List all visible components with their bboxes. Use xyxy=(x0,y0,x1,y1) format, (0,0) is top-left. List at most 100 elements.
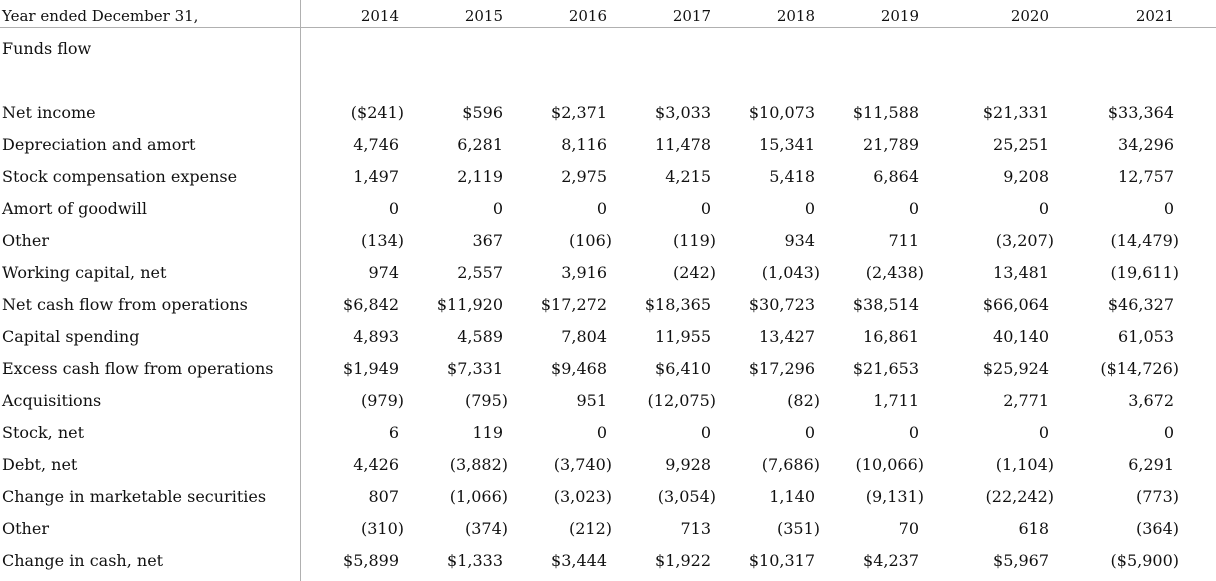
table-cell: (19,611) xyxy=(1110,263,1179,282)
table-cell: 13,427 xyxy=(759,327,815,346)
year-header: 2019 xyxy=(880,7,919,25)
table-cell: (310) xyxy=(360,519,404,538)
table-cell: (82) xyxy=(787,391,820,410)
table-cell: (10,066) xyxy=(855,455,924,474)
table-cell: 618 xyxy=(1018,519,1049,538)
table-cell: 70 xyxy=(898,519,919,538)
table-cell: 0 xyxy=(388,199,399,218)
table-cell: 6,281 xyxy=(457,135,503,154)
year-header: 2021 xyxy=(1135,7,1174,25)
table-cell: (3,023) xyxy=(553,487,612,506)
table-cell: (9,131) xyxy=(865,487,924,506)
table-cell: $1,333 xyxy=(447,551,503,570)
table-cell: 61,053 xyxy=(1118,327,1174,346)
table-cell: 2,975 xyxy=(561,167,607,186)
row-label: Amort of goodwill xyxy=(2,199,147,218)
row-label: Change in cash, net xyxy=(2,551,164,570)
table-cell: 11,955 xyxy=(655,327,711,346)
table-cell: ($14,726) xyxy=(1100,359,1179,378)
table-cell: 0 xyxy=(596,199,607,218)
table-cell: $3,444 xyxy=(551,551,607,570)
year-header: 2014 xyxy=(360,7,399,25)
table-cell: (3,882) xyxy=(449,455,508,474)
header-divider xyxy=(0,27,1216,28)
year-header: 2015 xyxy=(464,7,503,25)
table-cell: 0 xyxy=(596,423,607,442)
table-cell: 951 xyxy=(576,391,607,410)
table-cell: 1,140 xyxy=(769,487,815,506)
table-cell: 4,215 xyxy=(665,167,711,186)
table-cell: $38,514 xyxy=(852,295,919,314)
table-cell: (374) xyxy=(464,519,508,538)
table-cell: 9,928 xyxy=(665,455,711,474)
table-cell: $17,296 xyxy=(748,359,815,378)
table-cell: (351) xyxy=(776,519,820,538)
table-cell: (3,207) xyxy=(995,231,1054,250)
table-cell: 3,672 xyxy=(1128,391,1174,410)
table-cell: $10,317 xyxy=(748,551,815,570)
table-cell: (795) xyxy=(464,391,508,410)
table-cell: $17,272 xyxy=(540,295,607,314)
table-cell: $5,899 xyxy=(343,551,399,570)
table-cell: $6,410 xyxy=(655,359,711,378)
table-cell: 13,481 xyxy=(993,263,1049,282)
table-cell: (212) xyxy=(568,519,612,538)
table-cell: 2,119 xyxy=(457,167,503,186)
table-cell: $7,331 xyxy=(447,359,503,378)
table-cell: (14,479) xyxy=(1110,231,1179,250)
table-cell: 4,746 xyxy=(353,135,399,154)
table-cell: $4,237 xyxy=(863,551,919,570)
table-cell: 0 xyxy=(908,423,919,442)
table-cell: 21,789 xyxy=(863,135,919,154)
table-cell: (134) xyxy=(360,231,404,250)
table-cell: 3,916 xyxy=(561,263,607,282)
table-cell: $18,365 xyxy=(644,295,711,314)
table-cell: 15,341 xyxy=(759,135,815,154)
table-cell: 711 xyxy=(888,231,919,250)
table-cell: 0 xyxy=(908,199,919,218)
table-cell: ($241) xyxy=(350,103,404,122)
table-cell: 713 xyxy=(680,519,711,538)
row-label: Capital spending xyxy=(2,327,140,346)
table-cell: (364) xyxy=(1135,519,1179,538)
table-cell: (242) xyxy=(672,263,716,282)
table-cell: $3,033 xyxy=(655,103,711,122)
row-label: Debt, net xyxy=(2,455,78,474)
table-cell: 0 xyxy=(1038,423,1049,442)
row-label: Depreciation and amort xyxy=(2,135,196,154)
row-label: Other xyxy=(2,231,49,250)
row-label: Stock compensation expense xyxy=(2,167,238,186)
year-header: 2018 xyxy=(776,7,815,25)
table-cell: (119) xyxy=(672,231,716,250)
table-cell: (3,740) xyxy=(553,455,612,474)
row-label: Other xyxy=(2,519,49,538)
table-cell: 9,208 xyxy=(1003,167,1049,186)
table-cell: 6 xyxy=(388,423,399,442)
row-label: Acquisitions xyxy=(2,391,102,410)
table-cell: 4,426 xyxy=(353,455,399,474)
table-cell: 11,478 xyxy=(655,135,711,154)
table-cell: 4,589 xyxy=(457,327,503,346)
row-label: Change in marketable securities xyxy=(2,487,267,506)
table-cell: 0 xyxy=(804,199,815,218)
table-cell: 5,418 xyxy=(769,167,815,186)
table-cell: 0 xyxy=(804,423,815,442)
table-cell: $46,327 xyxy=(1107,295,1174,314)
table-cell: (1,066) xyxy=(449,487,508,506)
row-label: Excess cash flow from operations xyxy=(2,359,274,378)
year-header: 2020 xyxy=(1010,7,1049,25)
table-cell: 0 xyxy=(700,423,711,442)
table-cell: $596 xyxy=(462,103,503,122)
table-cell: 34,296 xyxy=(1118,135,1174,154)
table-cell: $1,949 xyxy=(343,359,399,378)
table-cell: 0 xyxy=(1163,199,1174,218)
table-cell: 6,291 xyxy=(1128,455,1174,474)
table-cell: 367 xyxy=(472,231,503,250)
table-cell: 8,116 xyxy=(561,135,607,154)
table-cell: 0 xyxy=(492,199,503,218)
table-cell: 1,497 xyxy=(353,167,399,186)
column-divider xyxy=(300,0,301,581)
table-cell: (773) xyxy=(1135,487,1179,506)
table-cell: $1,922 xyxy=(655,551,711,570)
row-label: Net cash flow from operations xyxy=(2,295,248,314)
